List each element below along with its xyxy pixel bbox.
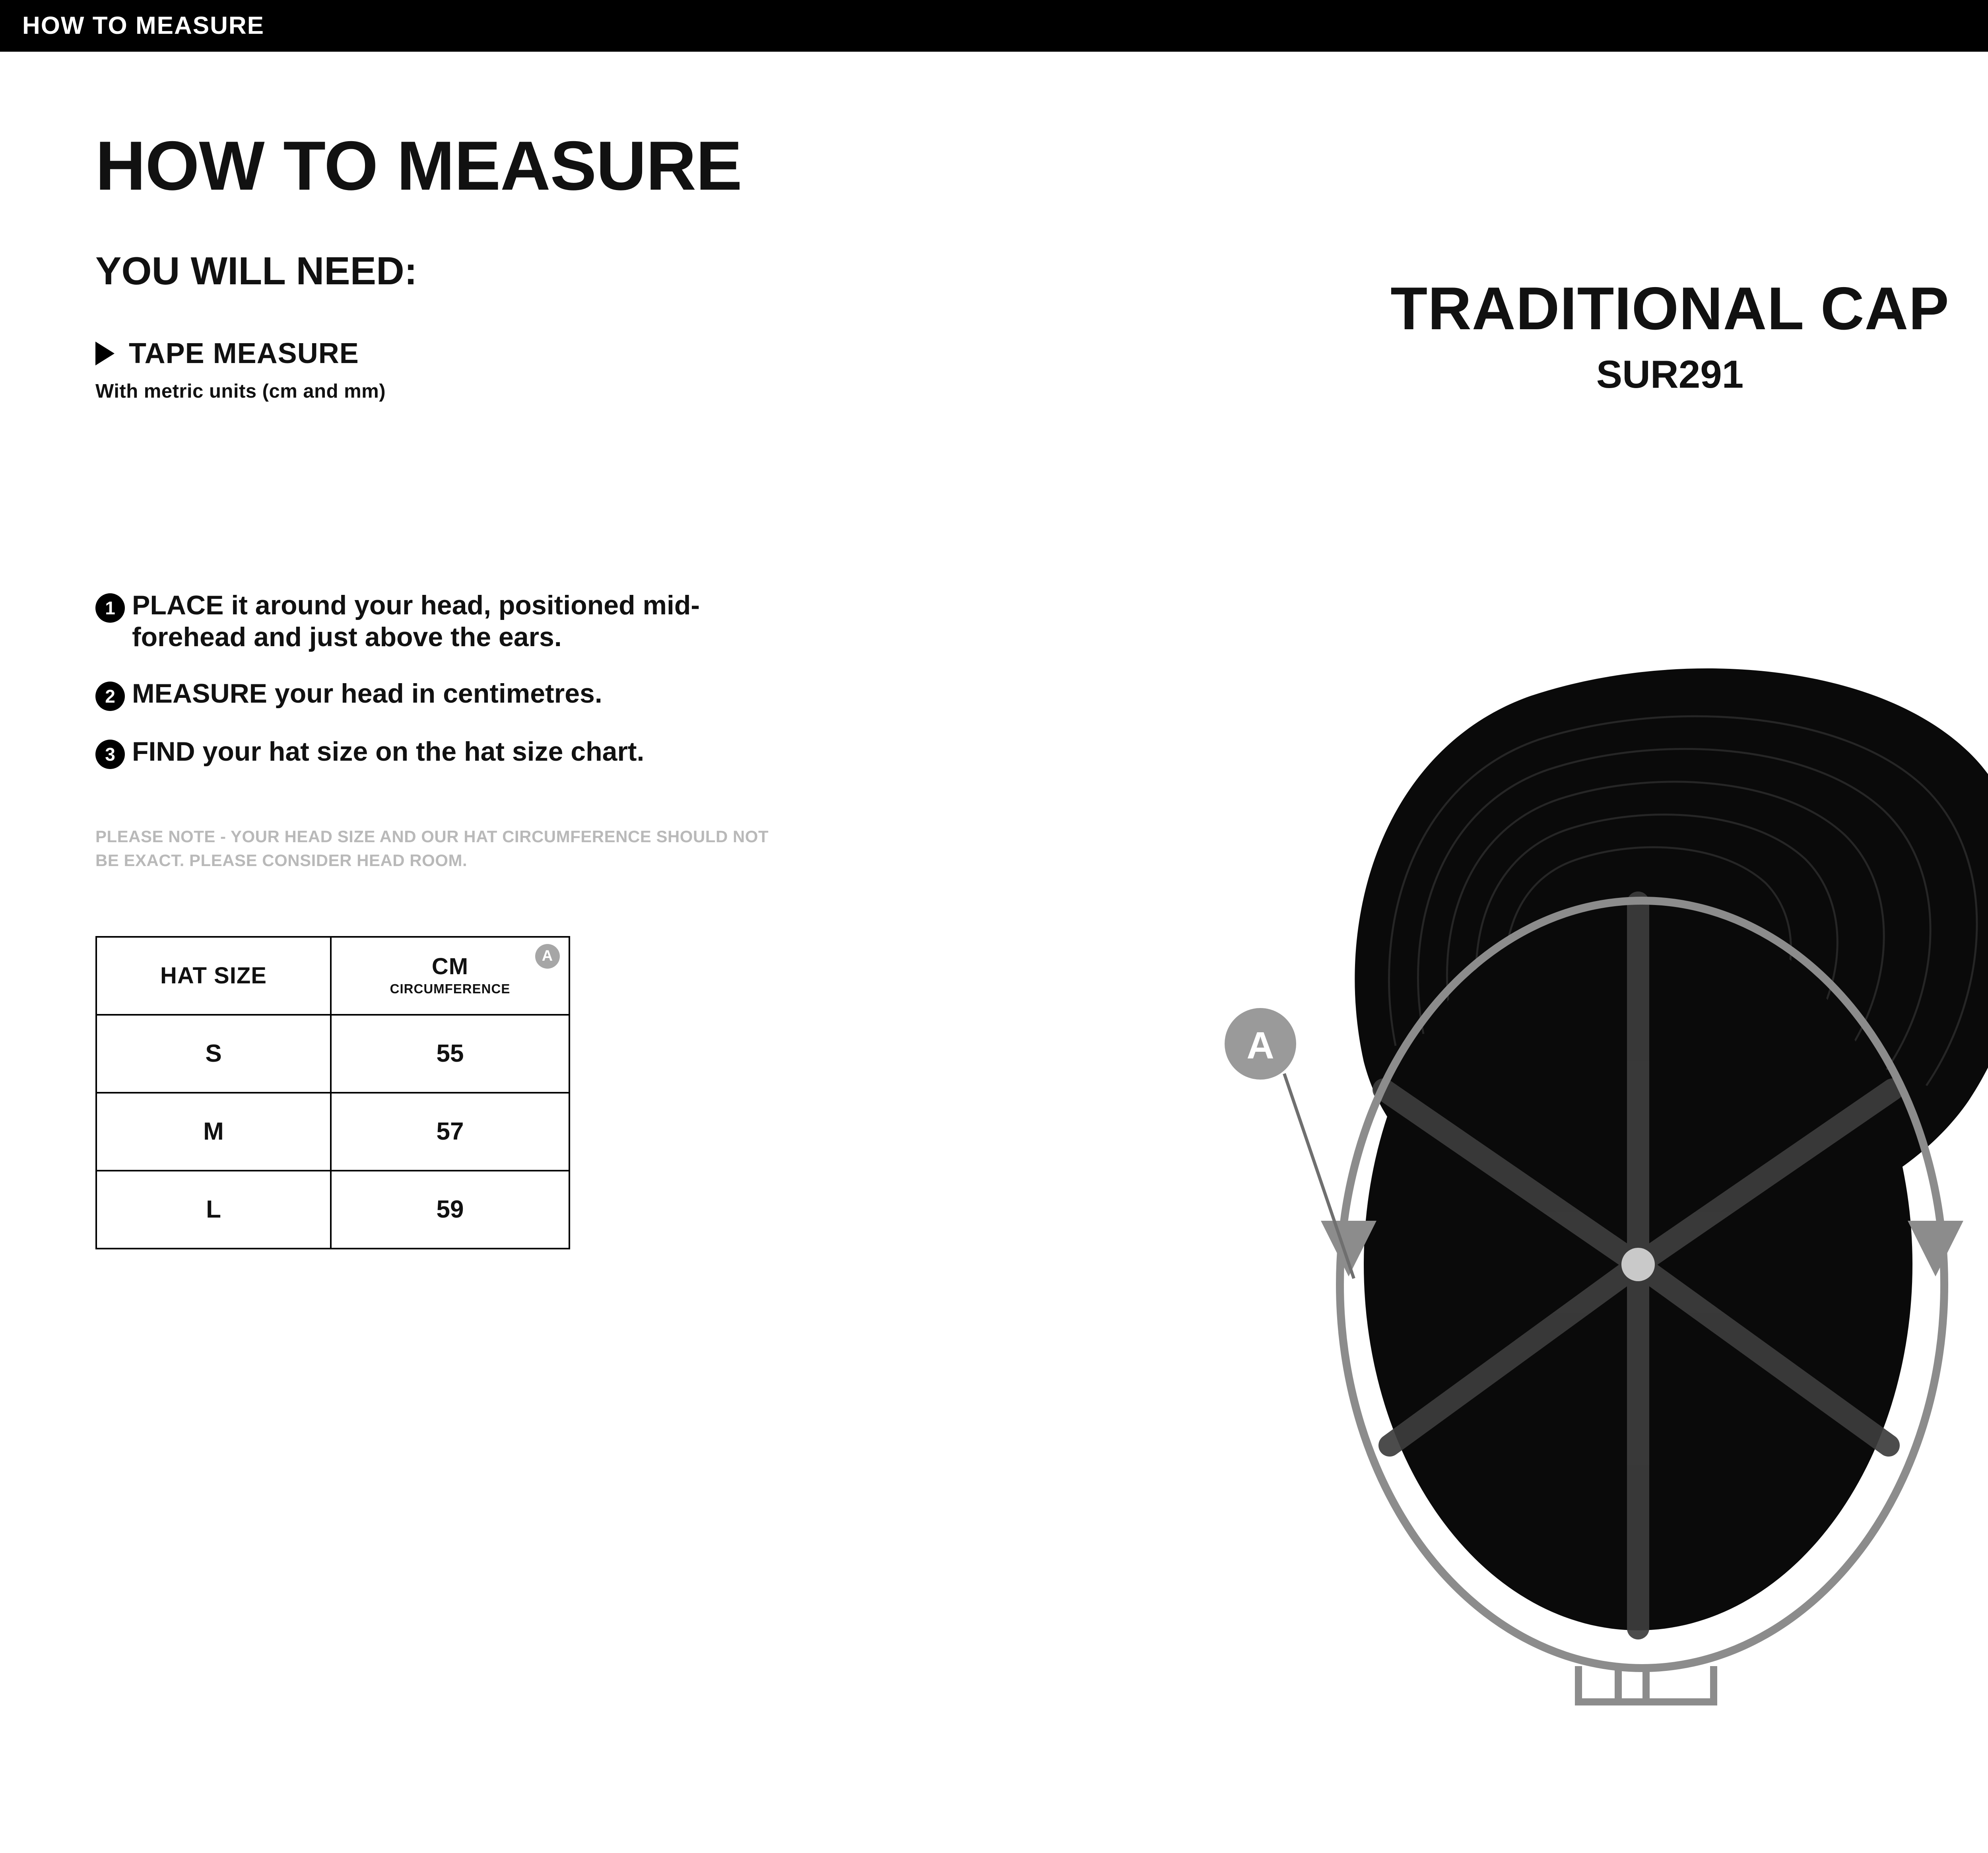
- measurement-badge-a-icon: A: [535, 944, 560, 969]
- table-cell-cm: 59: [330, 1169, 570, 1249]
- table-cell-size: M: [95, 1092, 332, 1171]
- step-number-badge: 1: [95, 593, 125, 623]
- cap-crown-shape: [1364, 892, 1912, 1639]
- table-header-cm-sub: CIRCUMFERENCE: [390, 981, 511, 996]
- product-code: SUR291: [1596, 352, 1744, 396]
- triangle-bullet-icon: [95, 342, 115, 365]
- top-bar-title: HOW TO MEASURE: [22, 12, 264, 39]
- table-cell-cm: 57: [330, 1092, 570, 1171]
- table-header-row: HAT SIZE CM CIRCUMFERENCE A: [95, 936, 570, 1016]
- hat-size-table: HAT SIZE CM CIRCUMFERENCE A S 55 M 57 L …: [95, 936, 570, 1249]
- step-text: MEASURE your head in centimetres.: [132, 678, 602, 709]
- callout-badge-label: A: [1246, 1024, 1274, 1067]
- callout-leader-line: [1283, 1073, 1355, 1279]
- steps-list: 1 PLACE it around your head, positioned …: [95, 589, 1050, 769]
- table-header-hat-size: HAT SIZE: [95, 936, 332, 1016]
- please-note-text: PLEASE NOTE - YOUR HEAD SIZE AND OUR HAT…: [95, 827, 769, 870]
- page-title: HOW TO MEASURE: [95, 127, 742, 205]
- step-item: 1 PLACE it around your head, positioned …: [95, 589, 1050, 653]
- cap-diagram: A: [1054, 577, 1988, 1829]
- you-will-need-heading: YOU WILL NEED:: [95, 249, 417, 293]
- table-cell-cm: 55: [330, 1014, 570, 1094]
- need-item-sublabel: With metric units (cm and mm): [95, 381, 386, 402]
- table-row: M 57: [95, 1092, 570, 1171]
- need-item-label: TAPE MEASURE: [129, 338, 359, 369]
- table-row: L 59: [95, 1169, 570, 1249]
- table-header-cm-main: CM: [431, 953, 469, 979]
- callout-badge-a: A: [1225, 1008, 1296, 1080]
- table-cell-size: S: [95, 1014, 332, 1094]
- need-item-row: TAPE MEASURE: [95, 337, 1050, 370]
- circumference-measure-line: [1321, 897, 1963, 1705]
- table-cell-size: L: [95, 1169, 332, 1249]
- step-number-badge: 3: [95, 740, 125, 769]
- left-column: HOW TO MEASURE YOU WILL NEED: TAPE MEASU…: [95, 131, 1050, 1249]
- step-number-badge: 2: [95, 682, 125, 711]
- top-bar: HOW TO MEASURE SS SURRIDGE: [0, 0, 1988, 52]
- step-item: 2 MEASURE your head in centimetres.: [95, 678, 1050, 711]
- table-header-cm: CM CIRCUMFERENCE A: [330, 936, 570, 1016]
- step-text: PLACE it around your head, positioned mi…: [132, 590, 700, 653]
- table-row: S 55: [95, 1014, 570, 1094]
- right-column: TRADITIONAL CAP SUR291: [1074, 278, 1988, 394]
- product-title: TRADITIONAL CAP: [1390, 275, 1949, 342]
- step-item: 3 FIND your hat size on the hat size cha…: [95, 736, 1050, 769]
- step-text: FIND your hat size on the hat size chart…: [132, 736, 645, 767]
